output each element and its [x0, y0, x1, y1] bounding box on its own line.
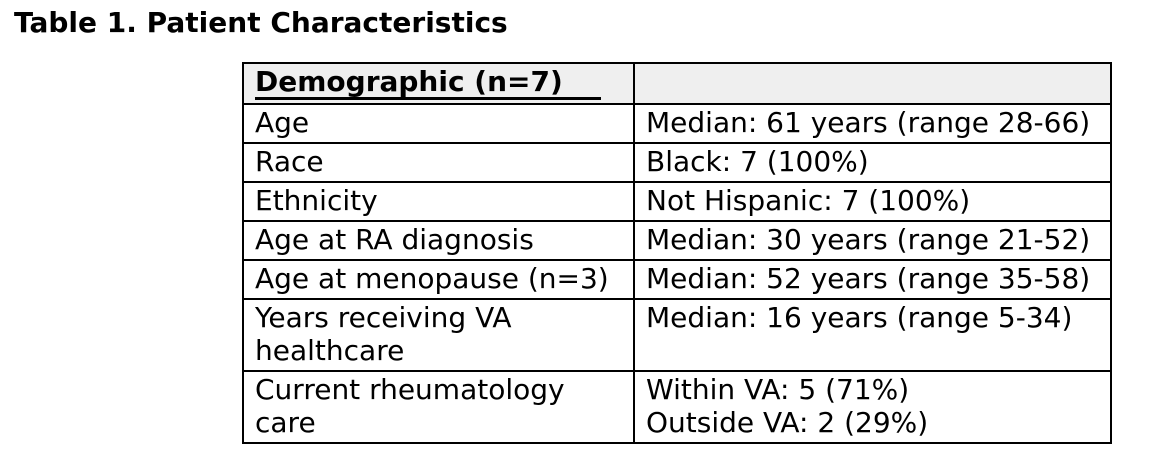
table-row-ethnicity: Ethnicity Not Hispanic: 7 (100%): [242, 181, 1112, 222]
value-cell: Median: 30 years (range 21-52): [633, 220, 1112, 261]
label-text-line2: healthcare: [255, 334, 405, 367]
value-cell: Median: 61 years (range 28-66): [633, 103, 1112, 144]
value-text: Median: 30 years (range 21-52): [646, 223, 1091, 256]
label-text: Ethnicity: [255, 184, 378, 217]
table-caption: Table 1. Patient Characteristics: [14, 6, 508, 39]
patient-characteristics-table: Demographic (n=7) Age Median: 61 years (…: [242, 62, 1112, 444]
label-text-line1: Years receiving VA: [255, 301, 512, 334]
table-row-age: Age Median: 61 years (range 28-66): [242, 103, 1112, 144]
table-row-years-va-healthcare: Years receiving VA healthcare Median: 16…: [242, 298, 1112, 372]
label-text: Age at RA diagnosis: [255, 223, 534, 256]
label-text: Race: [255, 145, 324, 178]
label-cell: Race: [242, 142, 635, 183]
label-cell: Age at menopause (n=3): [242, 259, 635, 300]
label-text: Age at menopause (n=3): [255, 262, 609, 295]
value-text: Median: 52 years (range 35-58): [646, 262, 1091, 295]
table-row-current-rheumatology-care: Current rheumatology care Within VA: 5 (…: [242, 370, 1112, 444]
value-cell: Black: 7 (100%): [633, 142, 1112, 183]
value-text: Not Hispanic: 7 (100%): [646, 184, 971, 217]
value-cell: Median: 16 years (range 5-34): [633, 298, 1112, 372]
label-text: Age: [255, 106, 310, 139]
label-cell: Current rheumatology care: [242, 370, 635, 444]
label-text-line2: care: [255, 406, 316, 439]
label-cell: Years receiving VA healthcare: [242, 298, 635, 372]
label-cell: Age: [242, 103, 635, 144]
table-header-row: Demographic (n=7): [242, 62, 1112, 105]
header-label-cell: Demographic (n=7): [242, 62, 635, 105]
label-cell: Age at RA diagnosis: [242, 220, 635, 261]
label-cell: Ethnicity: [242, 181, 635, 222]
value-cell: Within VA: 5 (71%) Outside VA: 2 (29%): [633, 370, 1112, 444]
header-label-text: Demographic (n=7): [255, 67, 601, 100]
label-text-line1: Current rheumatology: [255, 373, 565, 406]
table-row-age-at-menopause: Age at menopause (n=3) Median: 52 years …: [242, 259, 1112, 300]
value-text-line1: Within VA: 5 (71%): [646, 373, 910, 406]
value-text: Median: 16 years (range 5-34): [646, 301, 1073, 334]
value-text-line2: Outside VA: 2 (29%): [646, 406, 929, 439]
value-cell: Median: 52 years (range 35-58): [633, 259, 1112, 300]
value-cell: Not Hispanic: 7 (100%): [633, 181, 1112, 222]
value-text: Black: 7 (100%): [646, 145, 869, 178]
value-text: Median: 61 years (range 28-66): [646, 106, 1091, 139]
header-value-cell: [633, 62, 1112, 105]
table-row-age-at-ra-diagnosis: Age at RA diagnosis Median: 30 years (ra…: [242, 220, 1112, 261]
table-row-race: Race Black: 7 (100%): [242, 142, 1112, 183]
